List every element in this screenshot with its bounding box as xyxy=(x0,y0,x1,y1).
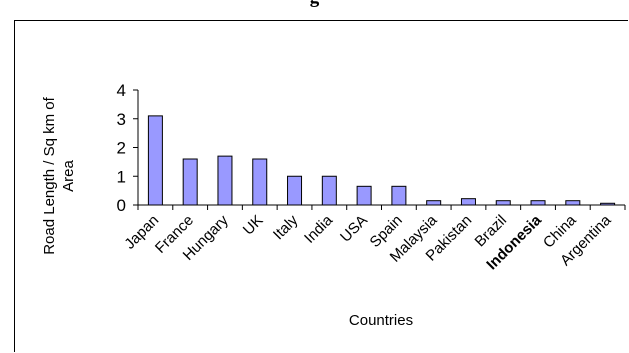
y-tick-label: 3 xyxy=(117,110,126,129)
x-category-label: USA xyxy=(337,212,371,246)
bar-brazil xyxy=(495,200,511,206)
y-axis-title: Road Length / Sq km of Area xyxy=(41,96,77,254)
page-title: g xyxy=(0,0,629,9)
x-category-label: Italy xyxy=(270,211,302,243)
bar-uk xyxy=(252,158,268,206)
bar-france xyxy=(182,158,198,206)
x-axis-title: Countries xyxy=(349,312,413,329)
bar-japan xyxy=(147,115,163,206)
bar-usa xyxy=(356,185,372,206)
bar-pakistan xyxy=(460,198,476,206)
bar-italy xyxy=(287,175,303,206)
bar-malaysia xyxy=(426,200,442,206)
x-category-label: UK xyxy=(240,212,267,239)
bar-argentina xyxy=(600,202,616,206)
bar-indonesia xyxy=(530,200,546,206)
y-axis-title-line: Area xyxy=(60,160,77,192)
y-tick-label: 1 xyxy=(117,167,126,186)
y-axis-title-line: Road Length / Sq km of xyxy=(41,96,58,254)
y-tick-label: 0 xyxy=(117,196,126,215)
y-tick-label: 2 xyxy=(117,139,126,158)
bar-hungary xyxy=(217,155,233,206)
bar-india xyxy=(321,175,337,206)
bar-china xyxy=(565,200,581,206)
y-tick-label: 4 xyxy=(117,81,126,100)
x-category-label: India xyxy=(301,211,336,246)
bar-spain xyxy=(391,185,407,206)
chart-frame xyxy=(14,20,628,352)
